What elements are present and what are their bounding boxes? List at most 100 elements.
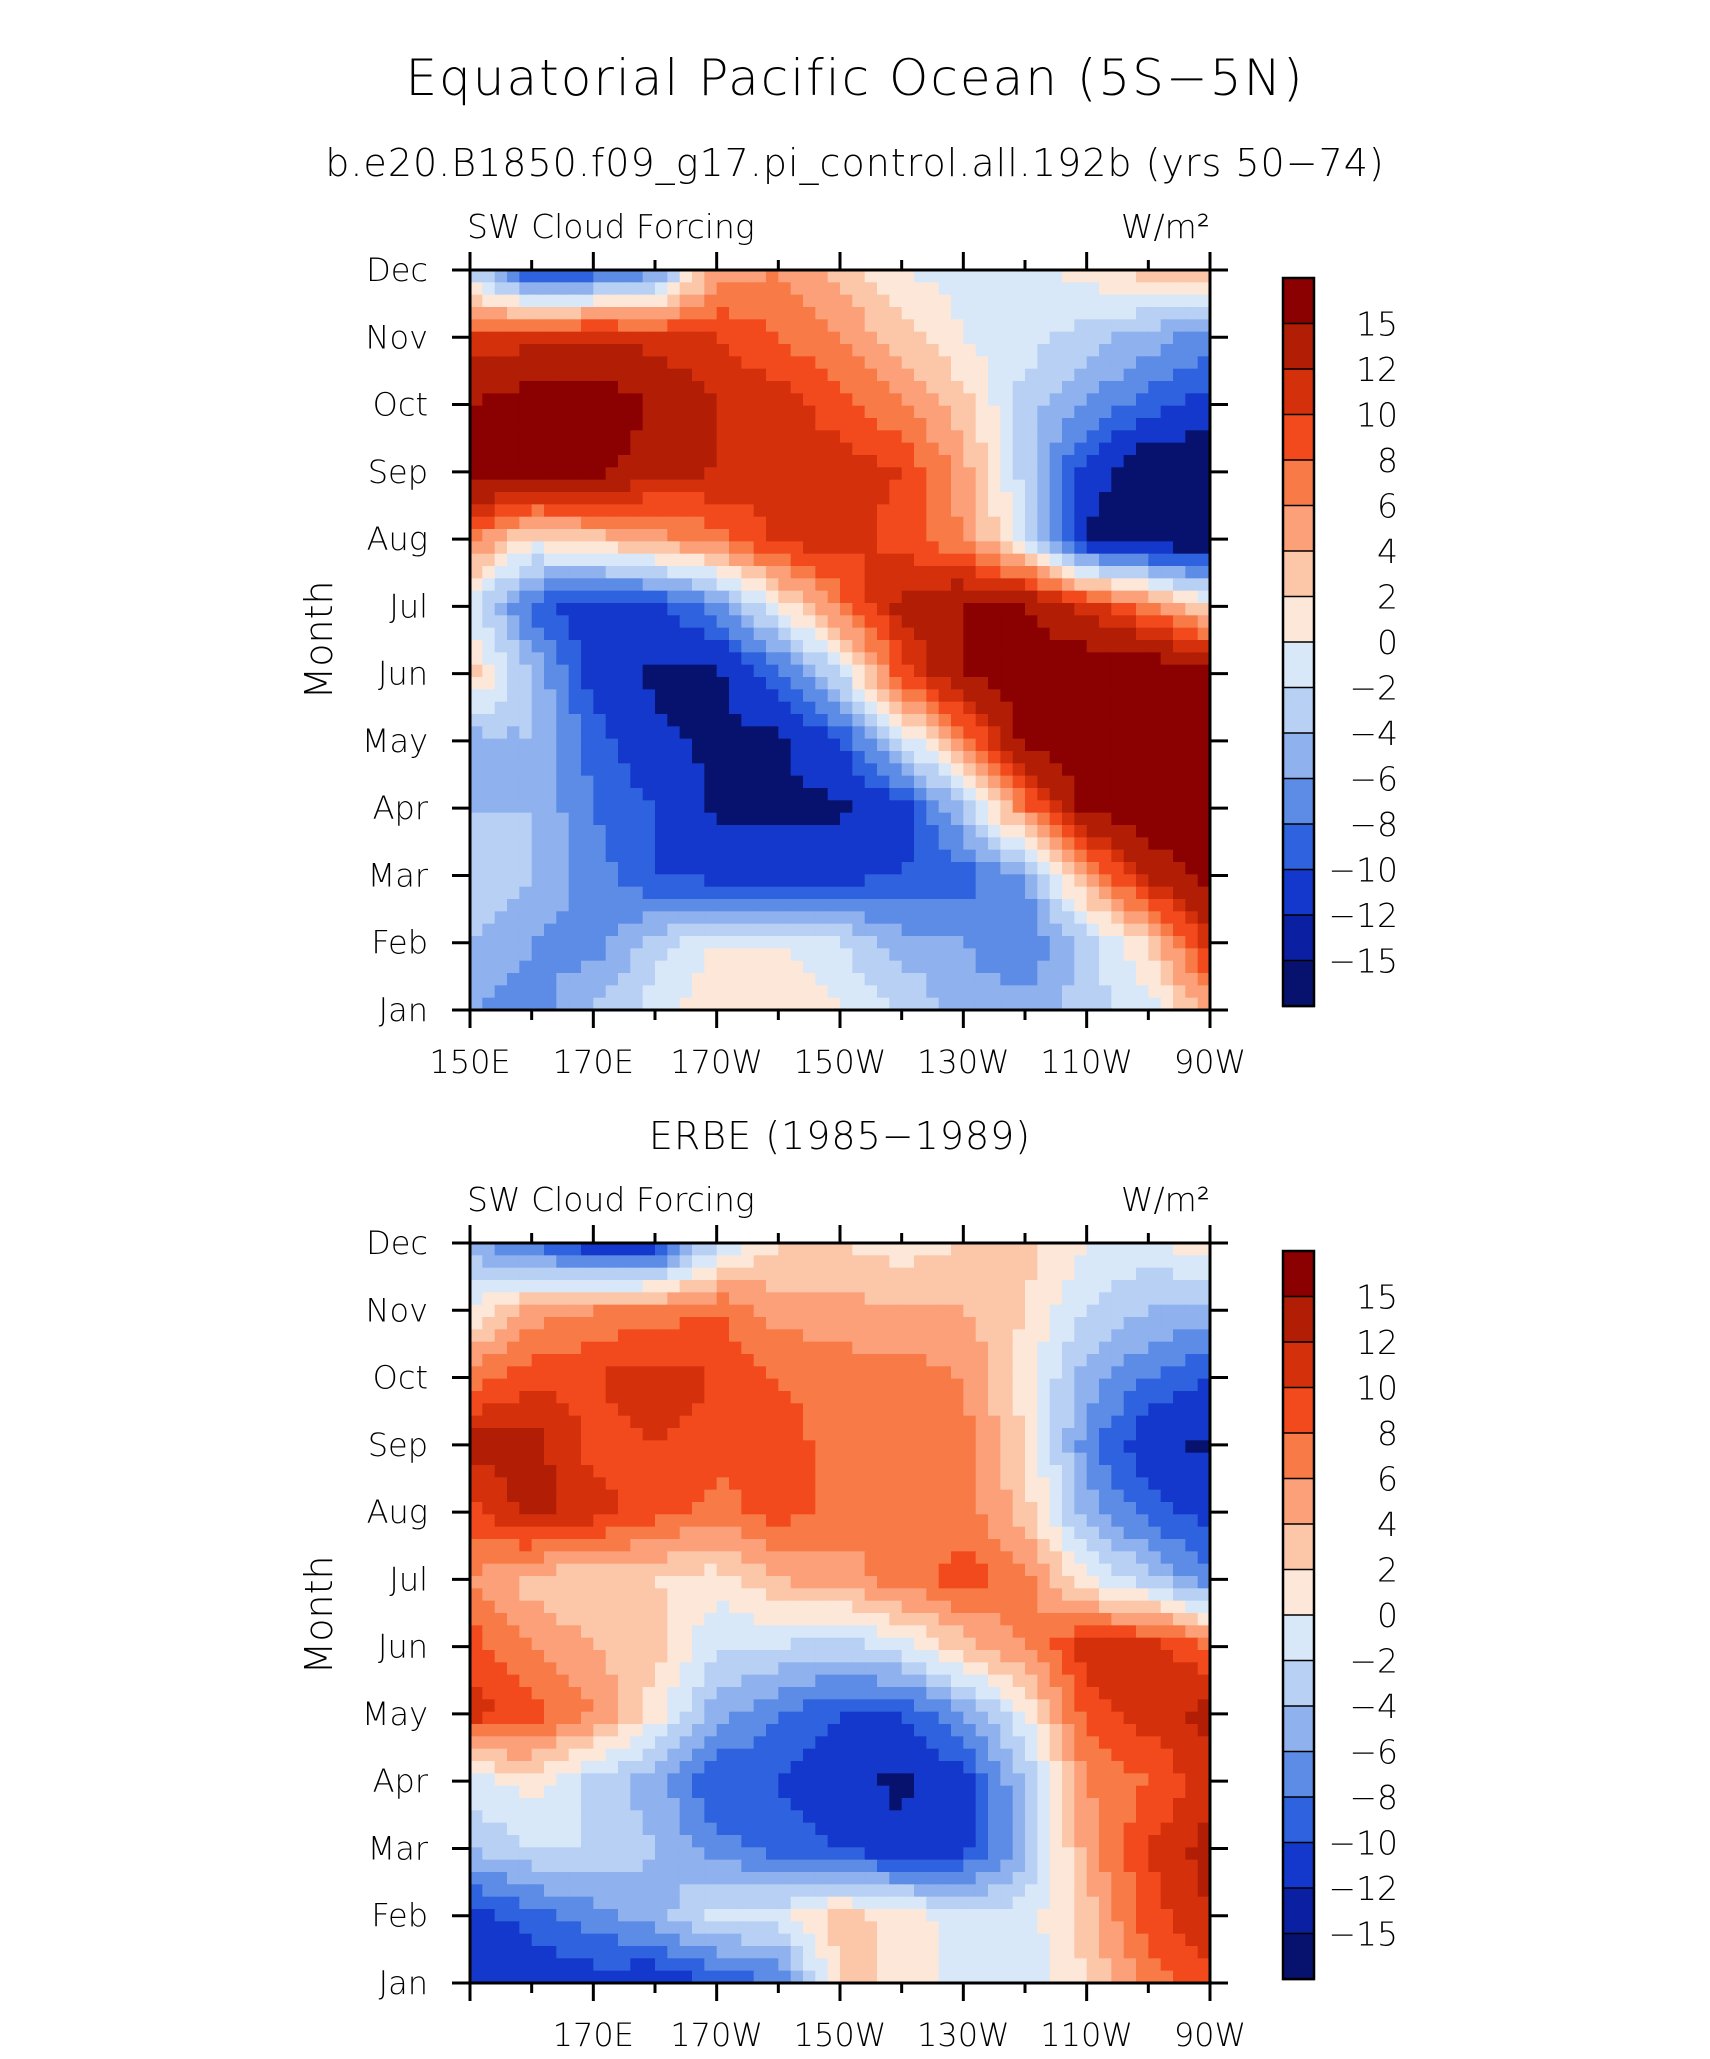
contour-cell — [988, 874, 1001, 888]
contour-cell — [630, 442, 644, 456]
contour-cell — [568, 566, 582, 579]
contour-cell — [630, 923, 644, 937]
contour-cell — [704, 1366, 718, 1380]
contour-cell — [482, 1354, 496, 1367]
contour-cell — [840, 1428, 853, 1441]
contour-cell — [482, 640, 496, 653]
contour-cell — [975, 479, 989, 493]
contour-cell — [470, 923, 483, 937]
contour-cell — [864, 381, 878, 394]
contour-cell — [1099, 294, 1112, 308]
contour-cell — [1049, 430, 1063, 444]
contour-cell — [1111, 368, 1125, 382]
contour-cell — [827, 1489, 841, 1503]
contour-cell — [1099, 1477, 1112, 1491]
contour-cell — [593, 837, 607, 851]
contour-cell — [544, 455, 557, 468]
contour-cell — [889, 1403, 903, 1417]
contour-cell — [951, 344, 964, 357]
contour-cell — [926, 812, 940, 826]
contour-cell — [655, 1341, 668, 1355]
contour-cell — [1160, 738, 1174, 752]
contour-cell — [482, 948, 496, 962]
contour-cell — [840, 294, 853, 308]
contour-cell — [827, 331, 841, 345]
contour-cell — [716, 1428, 730, 1441]
contour-cell — [827, 973, 841, 986]
contour-cell — [1173, 1267, 1186, 1281]
contour-cell — [901, 627, 915, 641]
contour-cell — [1136, 1378, 1149, 1392]
contour-cell — [741, 405, 755, 419]
contour-cell — [988, 492, 1001, 505]
contour-cell — [507, 356, 520, 370]
contour-cell — [1049, 331, 1063, 345]
contour-cell — [1185, 1341, 1199, 1355]
contour-cell — [1099, 1354, 1112, 1367]
contour-cell — [679, 1243, 693, 1256]
contour-cell — [988, 282, 1001, 296]
contour-cell — [642, 603, 656, 616]
contour-cell — [938, 775, 952, 789]
contour-cell — [790, 344, 804, 357]
contour-cell — [803, 1366, 816, 1380]
contour-cell — [1136, 997, 1149, 1011]
contour-cell — [1012, 936, 1026, 949]
contour-cell — [704, 923, 718, 937]
contour-cell — [729, 948, 742, 962]
contour-cell — [840, 985, 853, 999]
contour-cell — [1136, 1391, 1149, 1404]
contour-cell — [1049, 1366, 1063, 1380]
contour-cell — [988, 960, 1001, 974]
contour-cell — [568, 1267, 582, 1281]
contour-cell — [963, 590, 977, 604]
contour-cell — [778, 1280, 792, 1293]
contour-cell — [815, 849, 829, 863]
contour-cell — [975, 541, 989, 555]
contour-cell — [803, 1403, 816, 1417]
contour-cell — [926, 788, 940, 801]
contour-cell — [642, 504, 656, 518]
contour-cell — [926, 553, 940, 567]
contour-cell — [1086, 1292, 1100, 1306]
contour-cell — [1148, 714, 1162, 727]
contour-cell — [618, 405, 631, 419]
contour-cell — [1025, 664, 1038, 678]
contour-cell — [914, 566, 927, 579]
contour-cell — [1074, 566, 1088, 579]
contour-cell — [605, 442, 619, 456]
contour-cell — [877, 1354, 890, 1367]
contour-cell — [482, 455, 496, 468]
contour-cell — [889, 689, 903, 703]
contour-cell — [581, 899, 594, 912]
contour-cell — [630, 492, 644, 505]
contour-cell — [901, 899, 915, 912]
contour-cell — [729, 307, 742, 320]
contour-cell — [556, 923, 570, 937]
contour-cell — [1185, 541, 1199, 555]
contour-cell — [889, 936, 903, 949]
contour-cell — [1062, 1267, 1075, 1281]
contour-cell — [1173, 1255, 1186, 1269]
contour-cell — [1012, 1366, 1026, 1380]
contour-cell — [1025, 603, 1038, 616]
contour-cell — [864, 886, 878, 900]
contour-cell — [605, 862, 619, 875]
contour-cell — [1148, 282, 1162, 296]
contour-cell — [1074, 282, 1088, 296]
contour-cell — [1049, 652, 1063, 666]
contour-cell — [692, 689, 705, 703]
contour-cell — [1148, 1317, 1162, 1330]
contour-cell — [1123, 1341, 1137, 1355]
contour-cell — [556, 356, 570, 370]
contour-cell — [593, 467, 607, 481]
contour-cell — [1025, 319, 1038, 333]
contour-cell — [581, 1267, 594, 1281]
contour-cell — [741, 430, 755, 444]
contour-cell — [951, 812, 964, 826]
contour-cell — [975, 751, 989, 764]
contour-cell — [803, 1267, 816, 1281]
contour-cell — [630, 282, 644, 296]
contour-cell — [556, 1243, 570, 1256]
contour-cell — [1037, 825, 1051, 838]
